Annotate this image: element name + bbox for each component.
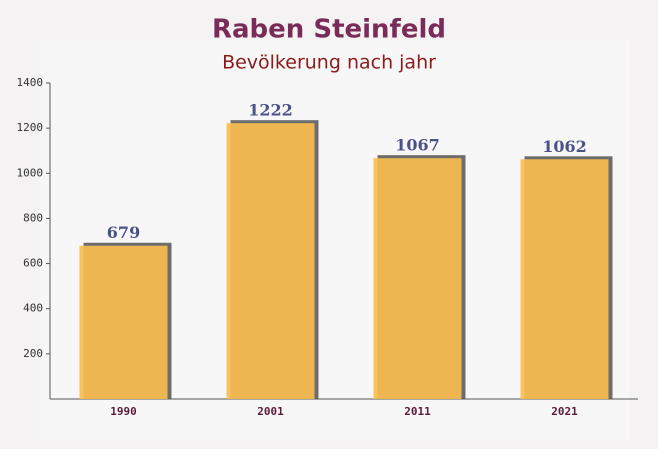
y-tick-label: 400 <box>23 302 43 315</box>
y-tick-label: 200 <box>23 347 43 360</box>
value-label: 679 <box>107 223 140 242</box>
y-tick-label: 1400 <box>17 76 44 89</box>
chart-subtitle: Bevölkerung nach jahr <box>222 52 436 74</box>
y-tick-label: 600 <box>23 257 43 270</box>
x-tick-label: 2011 <box>404 405 431 418</box>
value-label: 1062 <box>542 137 587 156</box>
bar <box>79 245 168 399</box>
y-tick-label: 800 <box>23 211 43 224</box>
chart-title: Raben Steinfeld <box>212 15 446 45</box>
y-tick-label: 1000 <box>17 166 44 179</box>
value-label: 1222 <box>248 101 293 120</box>
x-tick-label: 2021 <box>551 405 578 418</box>
bar <box>520 159 609 399</box>
y-tick-label: 1200 <box>17 121 44 134</box>
x-tick-label: 1990 <box>110 405 137 418</box>
x-tick-label: 2001 <box>257 405 284 418</box>
bar <box>373 158 462 399</box>
bar <box>226 123 315 400</box>
value-label: 1067 <box>395 136 440 155</box>
